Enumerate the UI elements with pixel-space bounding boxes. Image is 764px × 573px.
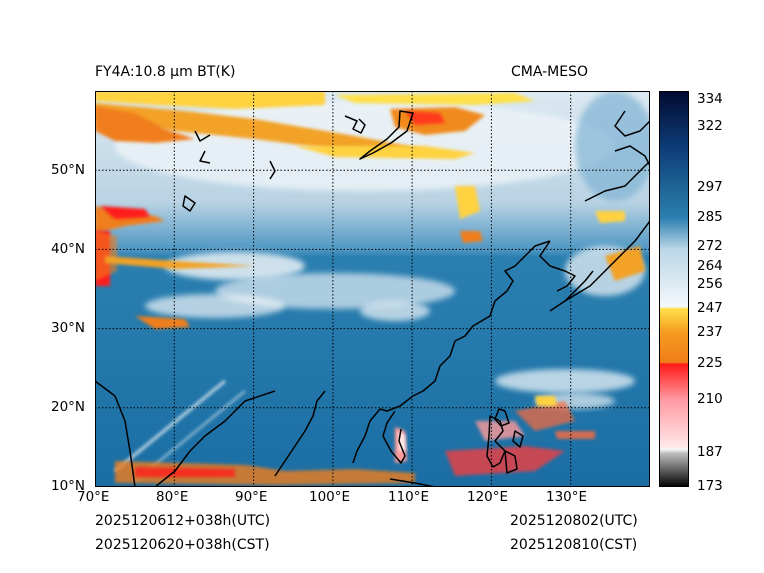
cold-cloud-layer xyxy=(95,91,645,485)
init-time-utc: 2025120612+038h(UTC) xyxy=(95,513,271,529)
lat-tick-label: 40°N xyxy=(51,241,86,257)
colorbar-svg xyxy=(659,91,689,487)
colorbar-tick-label: 322 xyxy=(697,117,723,134)
lat-tick-label: 30°N xyxy=(51,320,86,336)
colorbar-tick-label: 173 xyxy=(697,478,723,494)
colorbar-gradient xyxy=(659,91,689,487)
satellite-map xyxy=(95,91,650,487)
colorbar-frame xyxy=(659,91,689,487)
left-title: FY4A:10.8 µm BT(K) xyxy=(95,64,236,80)
right-title: CMA-MESO xyxy=(511,64,589,80)
map-frame xyxy=(95,91,650,487)
coastline-layer xyxy=(95,110,650,487)
colorbar-tick-label: 210 xyxy=(697,390,723,407)
colorbar-tick-label: 225 xyxy=(697,355,723,372)
lat-tick-label: 10°N xyxy=(51,478,86,494)
colorbar-tick-label: 264 xyxy=(697,258,723,275)
map-svg xyxy=(95,91,650,487)
lat-tick-label: 50°N xyxy=(51,162,86,178)
lon-tick-label: 80°E xyxy=(156,489,189,505)
valid-time-cst: 2025120810(CST) xyxy=(510,537,638,553)
colorbar-tick-label: 285 xyxy=(697,208,723,225)
lon-tick-label: 130°E xyxy=(546,489,588,505)
lon-tick-label: 120°E xyxy=(467,489,509,505)
init-time-cst: 2025120620+038h(CST) xyxy=(95,537,270,553)
lon-tick-label: 70°E xyxy=(77,489,110,505)
colorbar-tick-label: 247 xyxy=(697,299,723,316)
colorbar-tick-label: 237 xyxy=(697,323,723,340)
lat-tick-label: 20°N xyxy=(51,399,86,415)
lon-tick-label: 100°E xyxy=(309,489,351,505)
graticule xyxy=(95,91,650,487)
colorbar-tick-label: 334 xyxy=(697,90,723,107)
valid-time-utc: 2025120802(UTC) xyxy=(510,513,638,529)
colorbar xyxy=(659,91,689,487)
lon-tick-label: 110°E xyxy=(388,489,430,505)
colorbar-tick-label: 187 xyxy=(697,444,723,461)
lon-tick-label: 90°E xyxy=(235,489,268,505)
colorbar-tick-label: 272 xyxy=(697,238,723,255)
colorbar-tick-label: 297 xyxy=(697,179,723,196)
colorbar-tick-label: 256 xyxy=(697,276,723,293)
